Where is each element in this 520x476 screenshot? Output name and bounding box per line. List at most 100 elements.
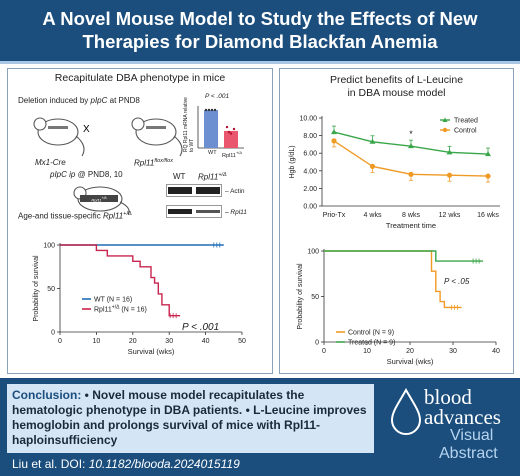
x-tick-label: 8 wks bbox=[402, 212, 420, 219]
western-col-mut: Rpl11+/Δ bbox=[198, 172, 227, 182]
western-frame-actin bbox=[166, 184, 222, 197]
mrna-dot bbox=[213, 108, 217, 112]
significance-star: * bbox=[409, 129, 413, 139]
title-line-1: A Novel Mouse Model to Study the Effects… bbox=[42, 8, 478, 29]
injection-text: pIpC ip @ PND8, 10 bbox=[50, 170, 123, 179]
mouse-icon bbox=[131, 117, 183, 157]
y-tick-label: 100 bbox=[43, 243, 55, 250]
x-tick-label: 10 bbox=[363, 348, 371, 355]
y-tick-label: 50 bbox=[311, 294, 319, 301]
conclusion-heading: Conclusion: bbox=[12, 388, 82, 402]
mrna-wt-label: WT bbox=[208, 150, 217, 156]
y-tick-label: 10.00 bbox=[299, 116, 317, 123]
mrna-dots bbox=[204, 108, 236, 135]
surv2-axes: 0 10 20 30 40 0 50 100 Survival (wks) Probability… bbox=[297, 249, 500, 367]
x-tick-label: 0 bbox=[58, 338, 62, 345]
conclusion-point-2: L-Leucine improves hemoglobin and prolon… bbox=[12, 403, 367, 447]
data-point bbox=[408, 171, 414, 177]
y-tick-label: 0.00 bbox=[303, 204, 317, 211]
western-band-actin-wt bbox=[168, 187, 192, 194]
logo-advances: advances bbox=[424, 405, 501, 429]
blood-drop-icon bbox=[390, 387, 422, 435]
mrna-dot bbox=[225, 125, 229, 129]
legend-marker bbox=[442, 127, 448, 133]
western-col-wt: WT bbox=[173, 172, 186, 181]
legend-entry: Control (N = 9) bbox=[348, 330, 394, 337]
x-tick-label: 30 bbox=[449, 348, 457, 355]
y-tick-label: 4.00 bbox=[303, 168, 317, 175]
surv1-legend: WT (N = 16)Rpl11+/Δ (N = 16) bbox=[82, 297, 147, 314]
survival-line bbox=[324, 250, 462, 309]
mrna-mut-label: Rpl11+/Δ bbox=[222, 150, 243, 159]
mrna-dot bbox=[227, 130, 231, 134]
hgb-line-chart: 0.00 2.00 4.00 6.00 8.00 10.00 Prio-Tx 4 wks 8 w… bbox=[289, 116, 500, 230]
deletion-text: Deletion induced by pIpC at PND8 bbox=[18, 96, 140, 105]
data-point bbox=[331, 129, 337, 135]
x-tick-label: 40 bbox=[202, 338, 210, 345]
citation: Liu et al. DOI: 10.1182/blooda.202401511… bbox=[12, 457, 240, 471]
title-line-2: Therapies for Diamond Blackfan Anemia bbox=[82, 31, 438, 52]
data-point bbox=[485, 151, 491, 157]
mrna-bar-wt bbox=[204, 110, 218, 148]
legend-entry: Rpl11+/Δ (N = 16) bbox=[94, 305, 147, 314]
mrna-bar-mutant bbox=[224, 130, 238, 148]
legend-entry: Treated bbox=[454, 118, 478, 125]
x-tick-label: 30 bbox=[165, 338, 173, 345]
mrna-pvalue: P < .001 bbox=[205, 93, 230, 100]
conclusion-text: Conclusion: • Novel mouse model recapitu… bbox=[12, 388, 367, 447]
mouse-cross-illustration bbox=[33, 117, 183, 157]
surv2-lines bbox=[324, 250, 484, 310]
data-point bbox=[331, 138, 337, 144]
legend-entry: WT (N = 16) bbox=[94, 297, 132, 304]
surv1-pvalue: P < .001 bbox=[182, 322, 219, 333]
surv1-lines bbox=[60, 242, 224, 319]
legend-marker bbox=[442, 117, 448, 122]
surv1-axes: 0 10 20 30 40 50 0 50 100 Survival (wks) Probabili… bbox=[33, 243, 246, 357]
logo-visual: Visual bbox=[450, 427, 494, 444]
y-tick-label: 0 bbox=[51, 330, 55, 337]
y-tick-label: 0 bbox=[315, 340, 319, 347]
western-label-actin: – Actin bbox=[225, 188, 245, 195]
y-axis-label: Probability of survival bbox=[297, 263, 304, 330]
blood-advances-logo: blood advances Visual Abstract bbox=[384, 384, 514, 470]
mrna-dot bbox=[207, 108, 211, 112]
surv2-legend: Control (N = 9) Treated (N = 9) bbox=[336, 330, 395, 347]
logo-abstract: Abstract bbox=[439, 445, 498, 462]
x-axis-label: Treatment time bbox=[386, 221, 436, 230]
x-tick-label: 4 wks bbox=[364, 212, 382, 219]
mrna-bar-chart bbox=[197, 106, 244, 149]
y-axis-label: Probability of survival bbox=[33, 255, 40, 322]
mrna-dot bbox=[229, 132, 233, 135]
x-axis-label: Survival (wks) bbox=[128, 347, 175, 356]
data-point bbox=[485, 173, 491, 179]
western-band-rpl11-mut bbox=[196, 210, 220, 213]
mrna-dot bbox=[204, 108, 208, 112]
hgb-legend: Treated Control bbox=[440, 117, 478, 135]
x-axis-label: Survival (wks) bbox=[387, 357, 434, 366]
western-band-rpl11-wt bbox=[168, 209, 192, 214]
right-panel bbox=[279, 68, 514, 374]
conclusion-box bbox=[7, 384, 374, 453]
x-tick-label: 12 wks bbox=[439, 212, 461, 219]
conclusion-point-1: Novel mouse model recapitulates the hema… bbox=[12, 388, 305, 417]
survival-line bbox=[324, 250, 484, 262]
y-tick-label: 2.00 bbox=[303, 186, 317, 193]
x-tick-label: 0 bbox=[322, 348, 326, 355]
hgb-axes: 0.00 2.00 4.00 6.00 8.00 10.00 Prio-Tx 4 wks 8 w… bbox=[289, 116, 500, 230]
mrna-dot bbox=[210, 108, 214, 112]
western-frame-rpl11 bbox=[166, 205, 222, 218]
mouse1-label: Mx1-Cre bbox=[35, 158, 66, 167]
result-label: Age-and tissue-specific Rpl11+/Δ bbox=[18, 211, 132, 221]
page-title: A Novel Mouse Model to Study the Effects… bbox=[0, 7, 520, 53]
x-tick-label: 40 bbox=[492, 348, 500, 355]
mouse2-label: Rpl11flox/flox bbox=[134, 158, 173, 168]
western-band-actin-mut bbox=[196, 187, 220, 194]
legend-entry: Treated (N = 9) bbox=[348, 340, 395, 347]
x-tick-label: 20 bbox=[129, 338, 137, 345]
citation-doi[interactable]: 10.1182/blooda.2024015119 bbox=[88, 457, 240, 471]
y-axis-label: Hgb (g/dL) bbox=[289, 145, 296, 178]
y-tick-label: 8.00 bbox=[303, 133, 317, 140]
x-tick-label: 20 bbox=[406, 348, 414, 355]
y-tick-label: 6.00 bbox=[303, 151, 317, 158]
mouse3-label: Rpl11+/Δ bbox=[80, 195, 118, 202]
